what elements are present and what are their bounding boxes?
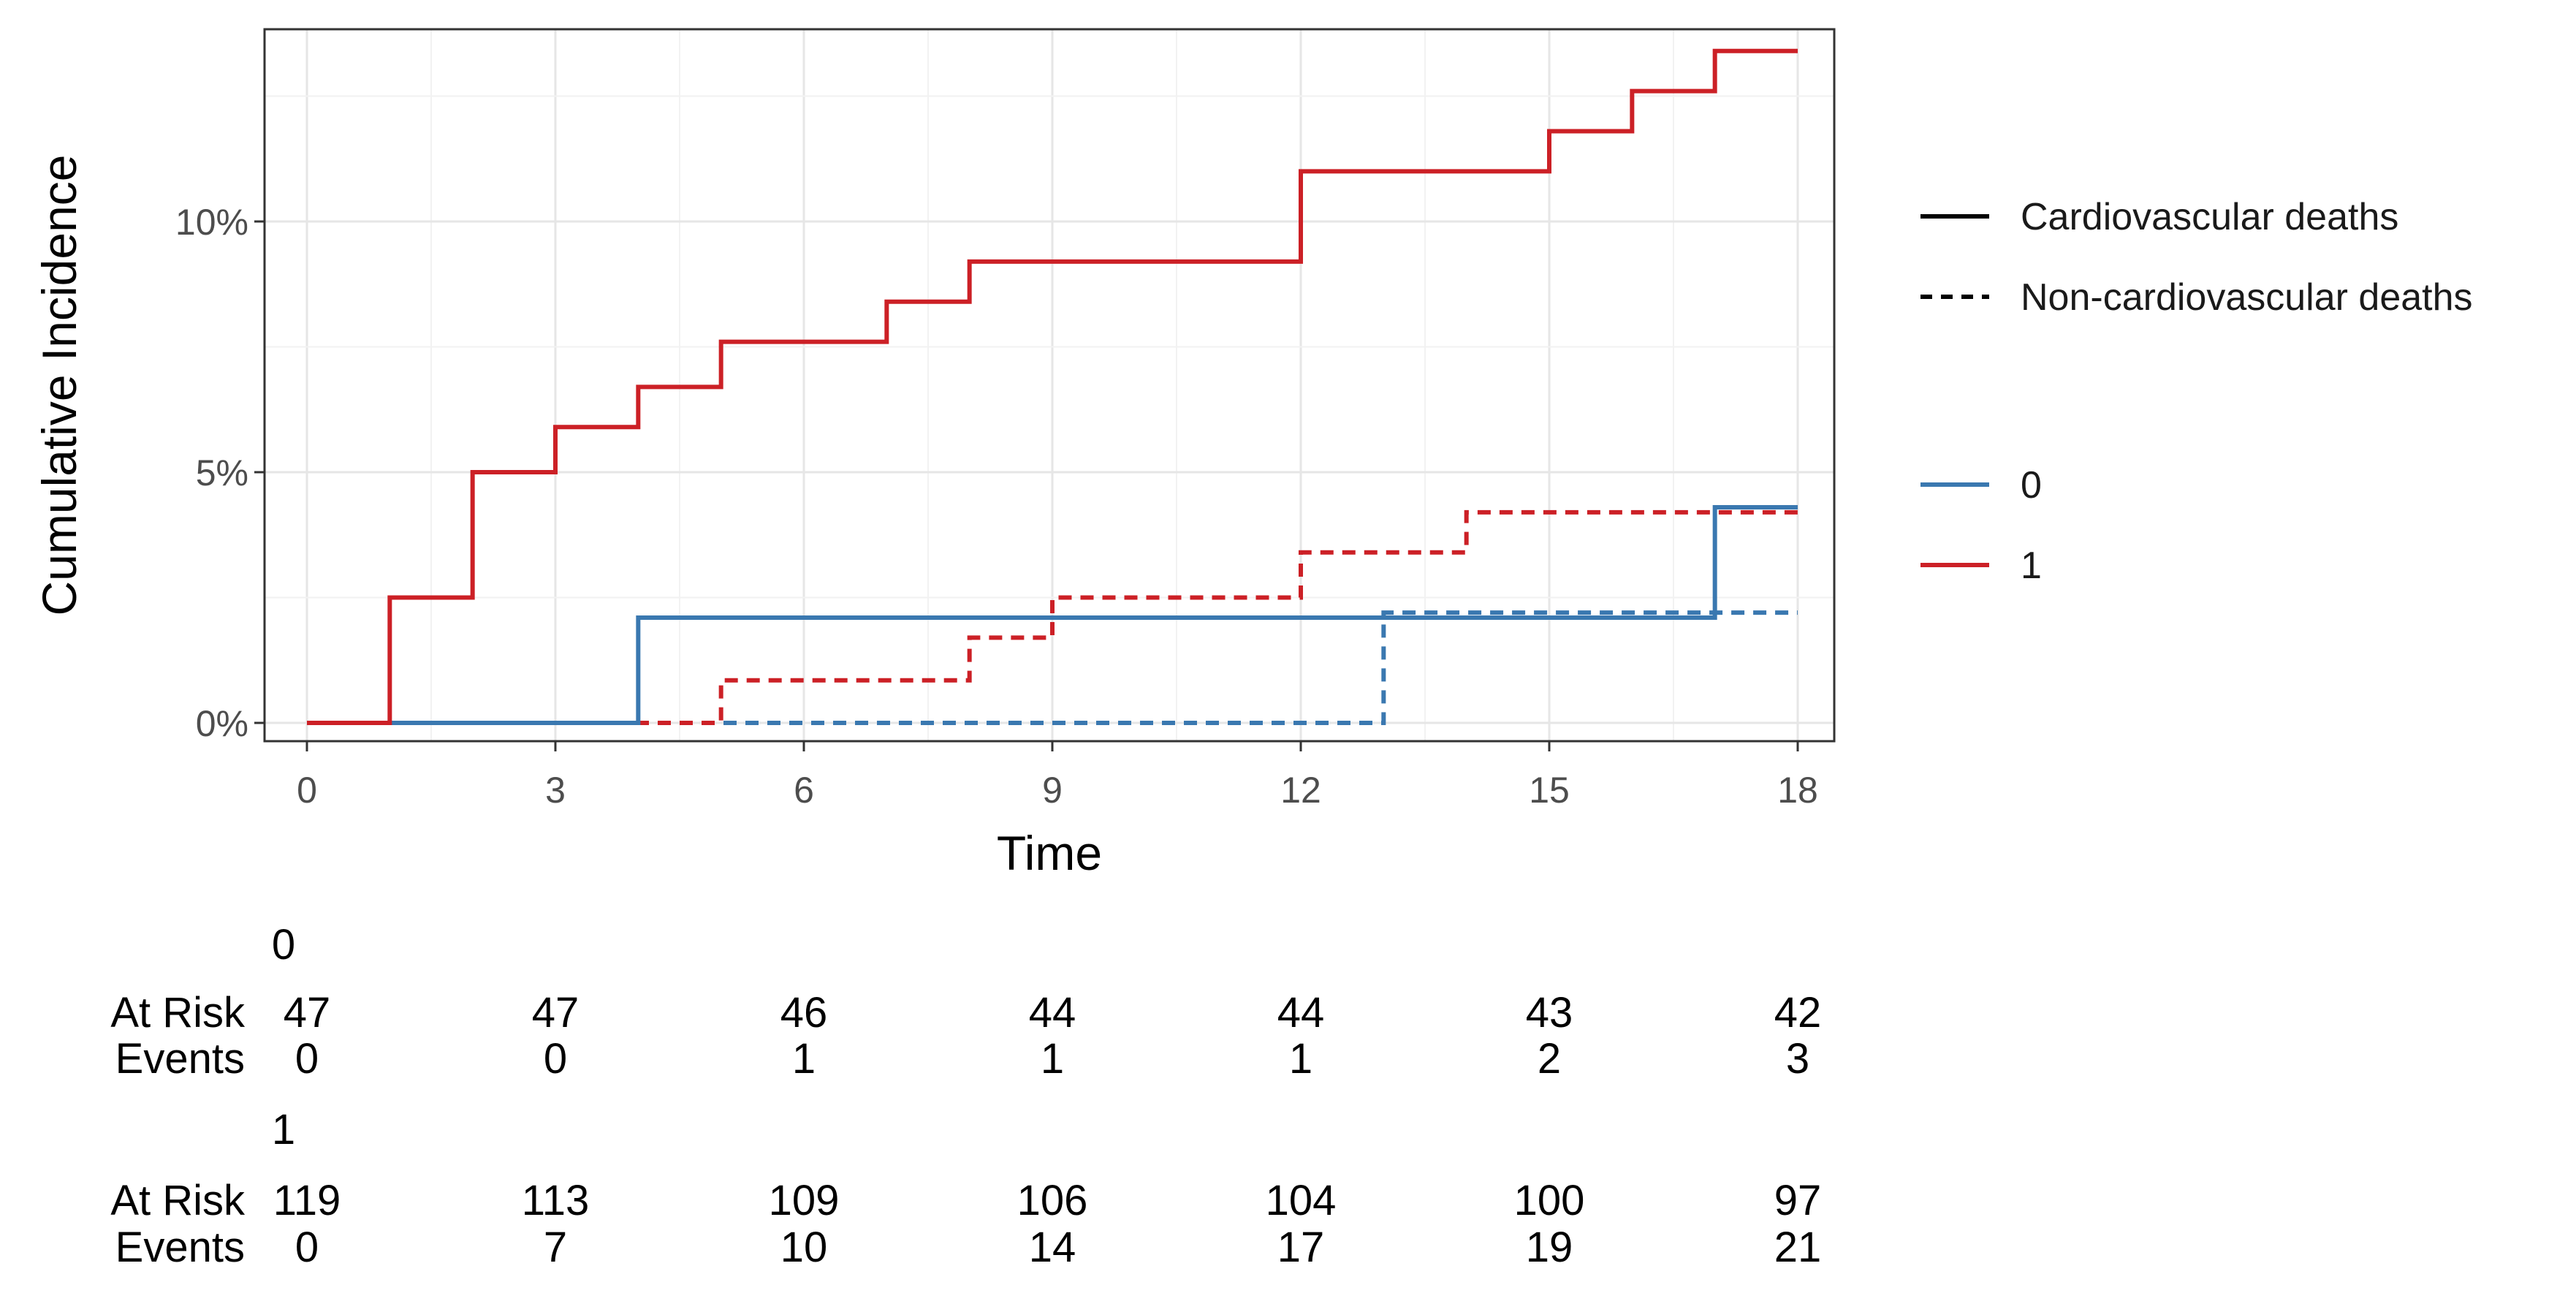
series-line-group-1-cardiovascular <box>307 48 1798 725</box>
risk-table-row-label-events: Events <box>115 1224 245 1271</box>
risk-table-at-risk-value: 109 <box>769 1177 840 1224</box>
risk-table-events-value: 7 <box>544 1224 567 1271</box>
risk-table-at-risk-value: 44 <box>1029 989 1076 1036</box>
legend-label: 0 <box>2021 464 2042 507</box>
plot-series <box>307 48 1798 725</box>
legend-label: Cardiovascular deaths <box>2021 196 2398 238</box>
x-tick-label: 3 <box>545 770 566 811</box>
risk-table-events-value: 17 <box>1277 1224 1325 1271</box>
risk-table-at-risk-value: 46 <box>780 989 828 1036</box>
x-tick-label: 18 <box>1777 770 1818 811</box>
plot-panel-border <box>263 28 1836 743</box>
risk-table-row-label-at-risk: At Risk <box>110 989 246 1036</box>
risk-table-events-value: 1 <box>792 1035 816 1083</box>
series-line-group-0-cardiovascular <box>307 505 1798 725</box>
risk-table-at-risk-value: 47 <box>284 989 331 1036</box>
risk-table-group-label: 1 <box>272 1106 295 1153</box>
risk-table-group-label: 0 <box>272 921 295 968</box>
risk-table-at-risk-value: 47 <box>532 989 580 1036</box>
y-tick-label: 10% <box>175 202 248 243</box>
y-axis: 0% 5% 10% <box>175 202 265 744</box>
y-axis-title: Cumulative Incidence <box>32 155 86 616</box>
x-tick-label: 0 <box>297 770 317 811</box>
risk-table-events-value: 1 <box>1289 1035 1312 1083</box>
series-line-group-1-noncardiovascular <box>307 509 1798 725</box>
risk-table-row-label-events: Events <box>115 1035 245 1083</box>
risk-table-at-risk-value: 119 <box>273 1177 341 1224</box>
risk-table-events-value: 3 <box>1786 1035 1809 1083</box>
risk-table-events-value: 1 <box>1041 1035 1064 1083</box>
risk-table-events-value: 21 <box>1774 1224 1822 1271</box>
y-tick-label: 0% <box>196 703 248 744</box>
y-tick-label: 5% <box>196 452 248 493</box>
risk-table-events-value: 19 <box>1526 1224 1573 1271</box>
legend-label: Non-cardiovascular deaths <box>2021 276 2473 319</box>
risk-table-events-value: 2 <box>1538 1035 1561 1083</box>
risk-table-events-value: 10 <box>780 1224 828 1271</box>
risk-table-at-risk-value: 42 <box>1774 989 1822 1036</box>
risk-table-at-risk-value: 97 <box>1774 1177 1822 1224</box>
risk-table-at-risk-value: 43 <box>1526 989 1573 1036</box>
series-line-group-0-noncardiovascular <box>307 610 1798 725</box>
risk-table-events-value: 14 <box>1029 1224 1076 1271</box>
legend: Cardiovascular deaths Non-cardiovascular … <box>1920 196 2473 587</box>
x-tick-label: 9 <box>1042 770 1063 811</box>
plot-grid <box>265 29 1834 741</box>
x-tick-label: 6 <box>794 770 814 811</box>
risk-table-at-risk-value: 106 <box>1017 1177 1088 1224</box>
legend-label: 1 <box>2021 545 2042 587</box>
x-tick-label: 12 <box>1280 770 1321 811</box>
risk-table-at-risk-value: 44 <box>1277 989 1325 1036</box>
risk-table-at-risk-value: 100 <box>1514 1177 1585 1224</box>
risk-table-row-label-at-risk: At Risk <box>110 1177 246 1224</box>
risk-table-at-risk-value: 113 <box>522 1177 589 1224</box>
risk-table-events-value: 0 <box>295 1035 319 1083</box>
risk-table-events-value: 0 <box>544 1035 567 1083</box>
x-axis: 0 3 6 9 12 15 18 <box>297 741 1818 811</box>
x-tick-label: 15 <box>1529 770 1570 811</box>
risk-table-at-risk-value: 104 <box>1266 1177 1337 1224</box>
x-axis-title: Time <box>997 826 1102 880</box>
risk-table-events-value: 0 <box>295 1224 319 1271</box>
